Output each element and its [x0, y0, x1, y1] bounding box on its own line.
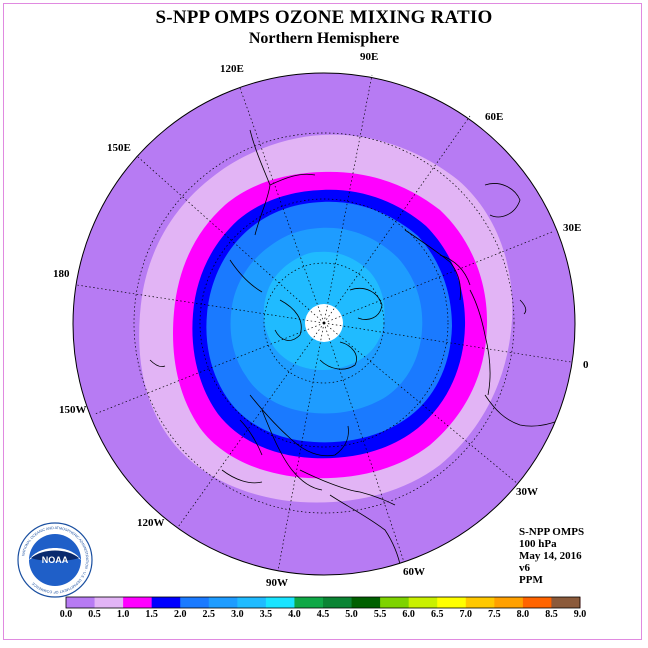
- colorbar-tick-label: 3.5: [259, 609, 273, 620]
- colorbar-tick-label: 9.0: [573, 609, 587, 620]
- colorbar-swatch: [265, 597, 295, 608]
- colorbar-tick-label: 1.0: [116, 609, 130, 620]
- colorbar-swatch: [351, 597, 381, 608]
- colorbar-tick-label: 7.5: [488, 609, 501, 620]
- lon-label-150w: 150W: [59, 404, 87, 416]
- colorbar-swatch: [437, 597, 467, 608]
- ozone-field: [73, 73, 575, 575]
- graticule: [76, 74, 572, 572]
- lon-label-90e: 90E: [360, 51, 379, 63]
- colorbar-swatch: [408, 597, 438, 608]
- colorbar-tick-label: 2.0: [173, 609, 187, 620]
- colorbar-tick-label: 0.0: [59, 609, 73, 620]
- colorbar-tick-label: 6.0: [402, 609, 415, 620]
- colorbar-swatch: [237, 597, 267, 608]
- colorbar-tick-label: 3.0: [231, 609, 244, 620]
- lon-label-60e: 60E: [485, 111, 504, 123]
- colorbar-tick-label: 7.0: [459, 609, 473, 620]
- colorbar-border: [65, 596, 581, 609]
- info-level: 100 hPa: [519, 538, 557, 550]
- lon-label-30e: 30E: [563, 222, 582, 234]
- info-instrument: S-NPP OMPS: [519, 526, 585, 538]
- coastlines: [149, 129, 561, 575]
- colorbar-swatch: [465, 597, 495, 608]
- info-version: v6: [519, 562, 530, 574]
- colorbar-swatch: [180, 597, 210, 608]
- colorbar-tick-label: 8.5: [545, 609, 558, 620]
- lon-label-0: 0: [583, 359, 589, 371]
- info-units: PPM: [519, 574, 543, 586]
- colorbar-swatch: [208, 597, 238, 608]
- lon-label-150e: 150E: [107, 142, 131, 154]
- colorbar-swatch: [323, 597, 352, 608]
- lon-label-120e: 120E: [220, 63, 244, 75]
- colorbar-tick-label: 6.5: [430, 609, 444, 620]
- lon-label-30w: 30W: [516, 486, 538, 498]
- colorbar-tick-label: 2.5: [202, 609, 216, 620]
- colorbar-tick-label: 8.0: [516, 609, 530, 620]
- colorbar: [65, 596, 581, 609]
- info-date: May 14, 2016: [519, 550, 582, 562]
- colorbar-tick-label: 5.5: [373, 609, 387, 620]
- colorbar-swatch: [66, 597, 95, 608]
- colorbar-tick-label: 1.5: [145, 609, 158, 620]
- noaa-logo: NOAA NATIONAL OCEANIC AND ATMOSPHERIC AD…: [17, 522, 93, 598]
- lon-label-180: 180: [53, 268, 70, 280]
- colorbar-tick-label: 0.5: [88, 609, 101, 620]
- colorbar-swatch: [380, 597, 410, 608]
- colorbar-swatch: [294, 597, 324, 608]
- colorbar-swatch: [123, 597, 153, 608]
- lon-label-60w: 60W: [403, 566, 425, 578]
- colorbar-swatch: [551, 597, 580, 608]
- lon-label-120w: 120W: [137, 517, 165, 529]
- page-title: S-NPP OMPS OZONE MIXING RATIO: [155, 7, 493, 28]
- colorbar-swatch: [94, 597, 124, 608]
- colorbar-swatch: [494, 597, 524, 608]
- colorbar-tick-label: 4.0: [288, 609, 301, 620]
- plot-frame: [3, 3, 642, 640]
- colorbar-swatch: [522, 597, 552, 608]
- map-boundary: [72, 72, 576, 576]
- lon-label-90w: 90W: [266, 577, 288, 589]
- noaa-logo-text: NOAA: [42, 555, 69, 565]
- page-subtitle: Northern Hemisphere: [248, 30, 400, 47]
- colorbar-tick-label: 5.0: [345, 609, 358, 620]
- colorbar-tick-label: 4.5: [316, 609, 330, 620]
- colorbar-swatch: [151, 597, 181, 608]
